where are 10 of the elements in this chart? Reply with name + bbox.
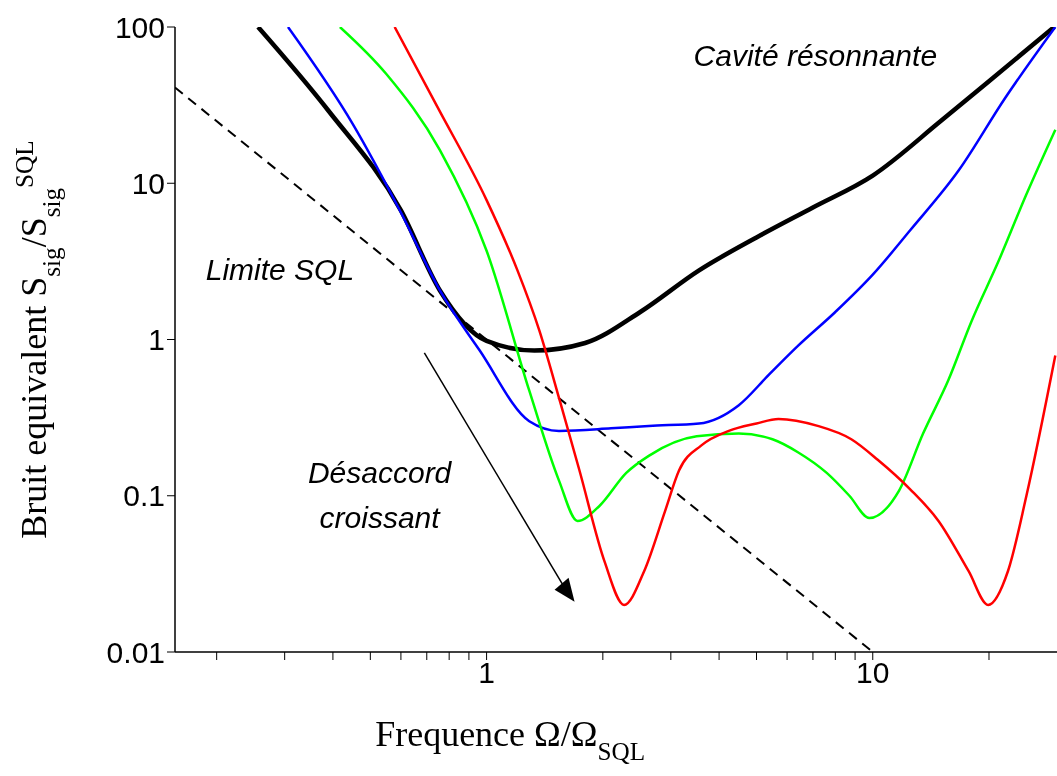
y-tick-label: 0.01 xyxy=(106,635,165,669)
x-axis-title: Frequence Ω/Ω$_{SQL}$ xyxy=(375,714,646,765)
annotation: croissant xyxy=(319,501,442,535)
y-tick-label: 10 xyxy=(131,166,165,200)
y-tick-label: 100 xyxy=(114,10,165,44)
annotation: Désaccord xyxy=(307,456,453,490)
y-tick-label: 0.1 xyxy=(123,479,165,513)
annotation: Limite SQL xyxy=(205,252,355,286)
y-tick-label: 1 xyxy=(148,323,165,357)
annotation: Cavité résonnante xyxy=(693,39,938,73)
